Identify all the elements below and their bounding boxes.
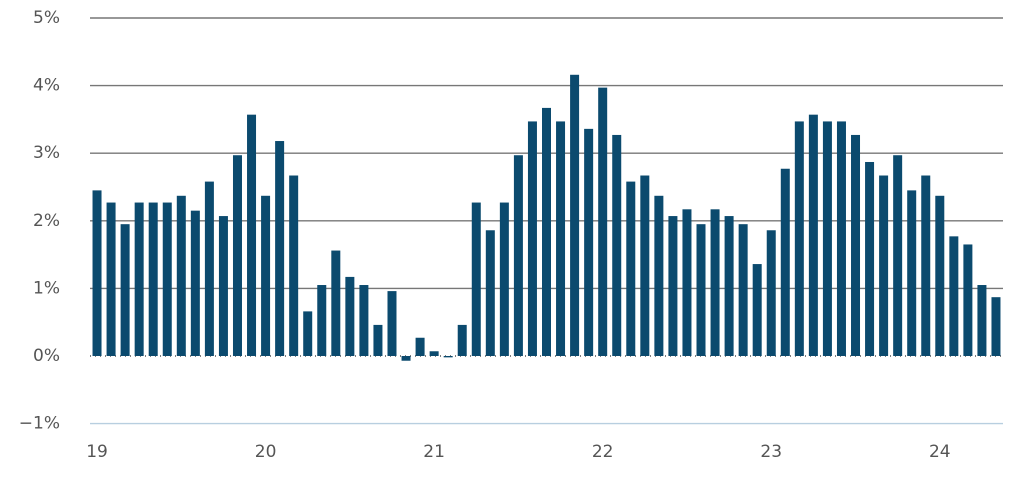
bar bbox=[893, 155, 903, 356]
bar bbox=[851, 134, 861, 356]
bar bbox=[780, 168, 790, 356]
bar bbox=[429, 351, 439, 356]
bar bbox=[710, 209, 720, 356]
bar bbox=[120, 224, 130, 356]
bar bbox=[303, 311, 313, 356]
bar bbox=[261, 195, 271, 356]
bar bbox=[373, 324, 383, 356]
bar bbox=[218, 216, 228, 356]
bar bbox=[696, 224, 706, 356]
y-tick-label: 4% bbox=[33, 76, 60, 96]
bar bbox=[865, 161, 875, 356]
bar bbox=[766, 230, 776, 356]
bar bbox=[738, 224, 748, 356]
bar bbox=[724, 216, 734, 356]
bar bbox=[289, 175, 299, 356]
bar bbox=[134, 202, 144, 356]
y-tick-label: −1% bbox=[19, 414, 60, 434]
bar bbox=[612, 134, 622, 356]
bar bbox=[949, 236, 959, 356]
bar bbox=[935, 195, 945, 356]
bar bbox=[794, 121, 804, 356]
bar bbox=[640, 175, 650, 356]
bar bbox=[654, 195, 664, 356]
bar bbox=[317, 285, 327, 356]
bar bbox=[513, 155, 523, 356]
x-tick-label: 22 bbox=[592, 442, 614, 462]
bar bbox=[752, 264, 762, 356]
bar bbox=[527, 121, 537, 356]
bar bbox=[921, 175, 931, 356]
bar bbox=[991, 297, 1001, 356]
x-tick-label: 23 bbox=[760, 442, 782, 462]
bar bbox=[148, 202, 158, 356]
bar bbox=[359, 285, 369, 356]
bar bbox=[570, 74, 580, 356]
bar bbox=[176, 195, 186, 356]
bar bbox=[907, 190, 917, 356]
bar bbox=[106, 202, 116, 356]
bar bbox=[247, 114, 257, 356]
bar bbox=[879, 175, 889, 356]
y-tick-label: 0% bbox=[33, 346, 60, 366]
bar bbox=[92, 190, 102, 356]
bar bbox=[457, 324, 467, 356]
bar bbox=[963, 244, 973, 356]
bar bbox=[598, 87, 608, 357]
y-tick-label: 5% bbox=[33, 8, 60, 28]
bar bbox=[415, 337, 425, 356]
bar bbox=[584, 128, 594, 356]
bar bbox=[204, 181, 214, 356]
bar bbox=[808, 114, 818, 356]
bar bbox=[977, 285, 987, 356]
x-tick-label: 24 bbox=[929, 442, 951, 462]
bar bbox=[471, 202, 481, 356]
bar bbox=[836, 121, 846, 356]
bar bbox=[190, 210, 200, 356]
bar bbox=[682, 209, 692, 356]
bar bbox=[542, 107, 551, 357]
x-tick-label: 20 bbox=[255, 442, 277, 462]
bar bbox=[162, 202, 172, 356]
bar bbox=[345, 276, 355, 356]
x-tick-label: 21 bbox=[423, 442, 445, 462]
bar bbox=[668, 216, 678, 356]
bar bbox=[499, 202, 509, 356]
bar bbox=[401, 356, 411, 361]
x-tick-label: 19 bbox=[86, 442, 108, 462]
bar bbox=[232, 155, 242, 356]
bar bbox=[331, 250, 341, 356]
bar bbox=[626, 181, 636, 356]
bar bbox=[485, 230, 495, 356]
bar bbox=[443, 356, 453, 358]
y-tick-label: 3% bbox=[33, 143, 60, 163]
y-tick-label: 2% bbox=[33, 211, 60, 231]
bar bbox=[387, 291, 397, 356]
bar bbox=[556, 121, 566, 356]
bar bbox=[822, 121, 832, 356]
y-tick-label: 1% bbox=[33, 278, 60, 298]
bar bbox=[275, 141, 285, 356]
